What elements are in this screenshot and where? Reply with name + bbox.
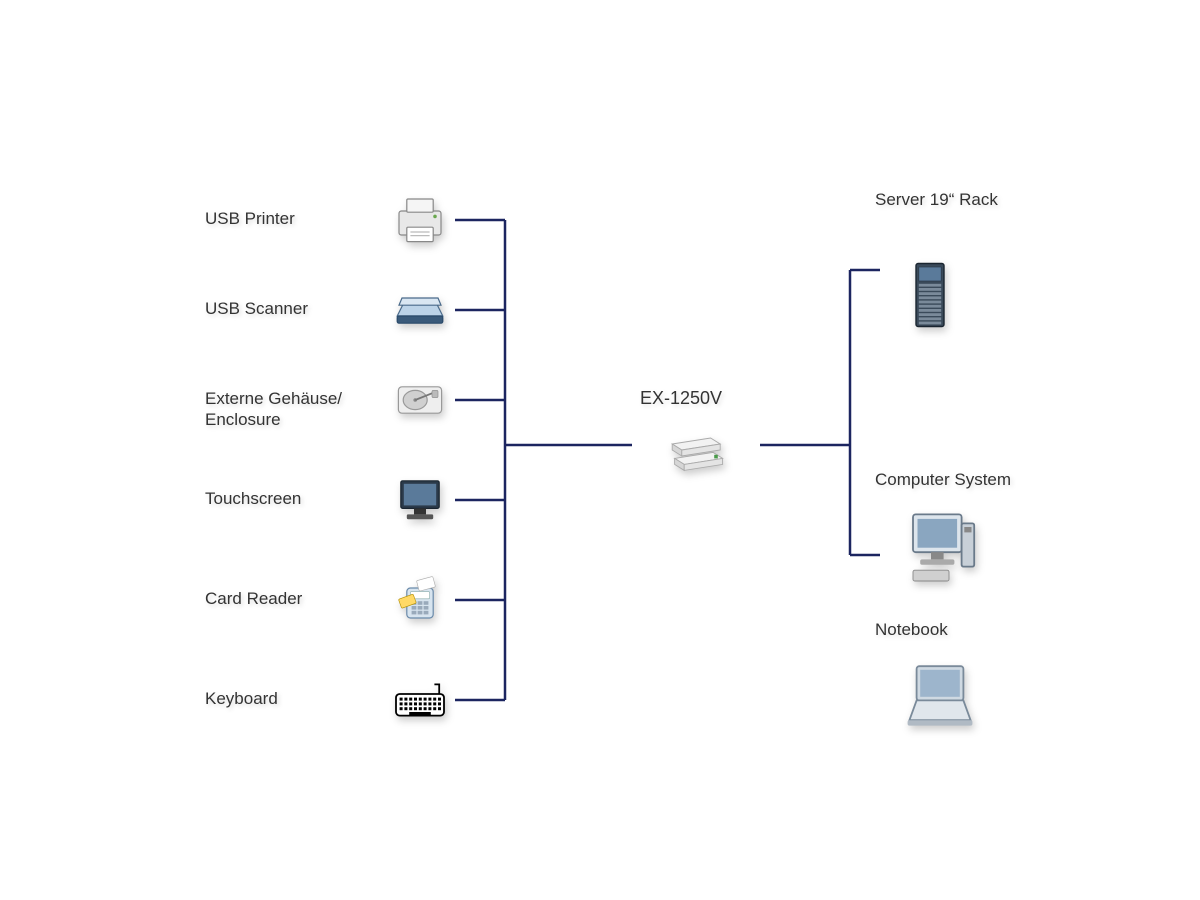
printer-icon — [385, 190, 455, 250]
scanner-icon — [385, 280, 455, 340]
hub-device-icon — [620, 420, 770, 480]
printer-label: USB Printer — [205, 208, 375, 229]
notebook-label: Notebook — [875, 620, 948, 640]
connection-lines — [0, 0, 1200, 900]
computer-icon — [895, 500, 985, 590]
touch-icon — [385, 470, 455, 530]
computer-label: Computer System — [875, 470, 1011, 490]
cardreader-label: Card Reader — [205, 588, 375, 609]
diagram-canvas: EX-1250V USB Printer USB Scanner Externe — [0, 0, 1200, 900]
notebook-icon — [895, 650, 985, 740]
touch-label: Touchscreen — [205, 488, 375, 509]
keyboard-icon — [385, 670, 455, 730]
hub-label: EX-1250V — [640, 388, 722, 409]
server-icon — [895, 215, 965, 375]
keyboard-label: Keyboard — [205, 688, 375, 709]
cardreader-icon — [385, 570, 455, 630]
enclosure-icon — [385, 370, 455, 430]
server-label: Server 19“ Rack — [875, 190, 998, 210]
scanner-label: USB Scanner — [205, 298, 375, 319]
enclosure-label: Externe Gehäuse/Enclosure — [205, 388, 375, 431]
